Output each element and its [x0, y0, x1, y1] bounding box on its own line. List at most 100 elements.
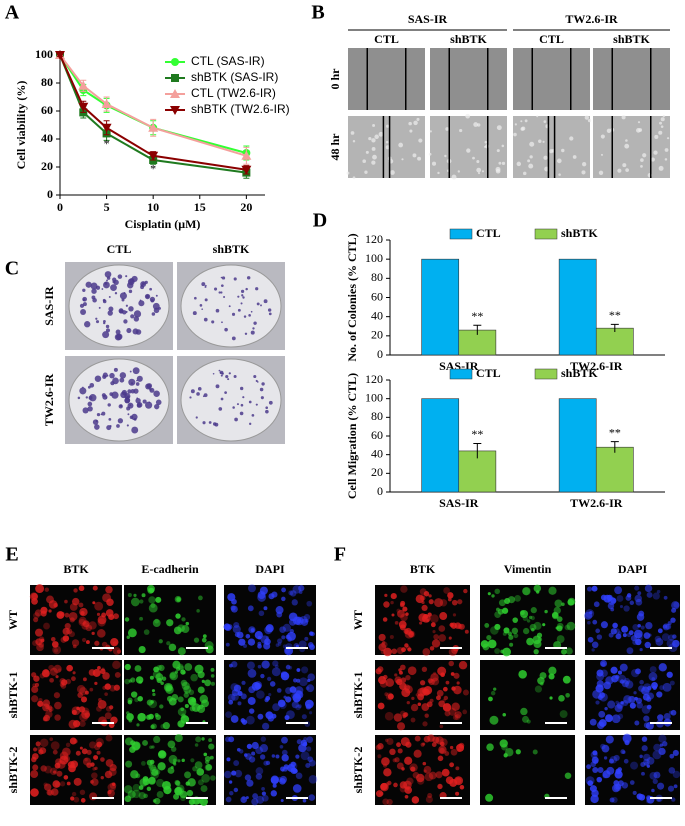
x-tick-label: 10	[147, 200, 159, 214]
cell	[105, 585, 113, 594]
colony	[146, 383, 153, 389]
cell	[105, 609, 114, 617]
cell	[282, 766, 288, 772]
cell	[275, 606, 284, 615]
cell	[643, 715, 650, 722]
colony	[102, 394, 108, 400]
cell	[142, 740, 148, 746]
cell	[124, 795, 132, 803]
colony	[237, 295, 240, 298]
cell	[281, 596, 286, 602]
colony	[82, 386, 84, 389]
cell	[190, 758, 195, 763]
cell	[239, 749, 244, 754]
cell	[425, 795, 433, 803]
cell	[79, 746, 83, 750]
cell	[194, 743, 199, 747]
cell	[96, 612, 101, 616]
bar	[595, 327, 634, 356]
cell	[422, 648, 431, 656]
cell	[400, 600, 406, 606]
cell	[136, 723, 140, 727]
colony	[125, 396, 128, 400]
cell	[378, 643, 387, 652]
cell	[79, 720, 86, 727]
cell	[150, 603, 156, 608]
cell	[304, 636, 309, 641]
cell	[128, 679, 133, 683]
cell	[210, 775, 216, 781]
cell	[533, 621, 542, 630]
cell	[268, 593, 275, 600]
cell	[234, 769, 243, 778]
legend-label: shBTK	[561, 366, 598, 380]
colony	[125, 275, 128, 278]
cell	[646, 692, 655, 700]
cell	[409, 763, 418, 772]
cell	[399, 785, 407, 793]
colony	[214, 287, 218, 291]
colony	[136, 375, 143, 382]
cell	[420, 742, 425, 747]
cell	[427, 734, 435, 742]
cell	[305, 619, 309, 623]
colony	[141, 282, 145, 286]
cell	[302, 798, 307, 803]
cell	[96, 741, 103, 748]
cell	[197, 779, 204, 786]
cell	[549, 149, 554, 154]
cell	[520, 707, 528, 716]
column-label: BTK	[410, 562, 436, 576]
colony	[130, 314, 135, 319]
colony	[100, 413, 103, 416]
cell	[130, 597, 140, 607]
column-label: shBTK	[213, 242, 250, 256]
point	[78, 102, 89, 112]
cell	[450, 748, 458, 756]
cell	[611, 714, 621, 724]
cell	[650, 157, 655, 162]
y-tick-label: 40	[371, 446, 383, 460]
cell	[69, 737, 77, 745]
cell	[210, 667, 215, 672]
cell	[603, 756, 608, 760]
cell	[257, 635, 262, 640]
colony	[112, 377, 119, 385]
cell	[671, 601, 680, 610]
y-tick-label: 120	[365, 372, 383, 386]
cell	[371, 147, 376, 151]
cell	[556, 622, 564, 630]
panel-letter: B	[311, 2, 324, 24]
cell	[558, 695, 565, 702]
cell	[620, 749, 626, 755]
cell	[86, 749, 92, 755]
cell	[641, 736, 648, 742]
cell	[377, 754, 382, 759]
cell	[584, 611, 593, 620]
cell	[452, 613, 457, 617]
cell	[257, 713, 264, 720]
colony	[248, 314, 251, 317]
cell	[555, 626, 559, 630]
colony	[220, 374, 223, 377]
cell	[530, 607, 537, 614]
label: 0 hr	[328, 68, 342, 90]
cell	[148, 596, 156, 604]
cell	[431, 677, 440, 686]
column-label: E-cadherin	[141, 562, 199, 576]
cell	[447, 592, 454, 599]
cell	[247, 638, 256, 646]
cell	[437, 755, 444, 762]
cell	[592, 767, 599, 774]
cell	[616, 702, 624, 710]
cell	[542, 623, 546, 627]
cell	[34, 609, 42, 617]
colony	[224, 391, 227, 394]
cell	[55, 675, 59, 679]
y-tick-label: 100	[35, 47, 53, 61]
cell	[658, 130, 663, 135]
cell	[113, 613, 119, 620]
column-label: BTK	[63, 562, 89, 576]
cell	[634, 594, 642, 603]
cell	[658, 734, 667, 743]
